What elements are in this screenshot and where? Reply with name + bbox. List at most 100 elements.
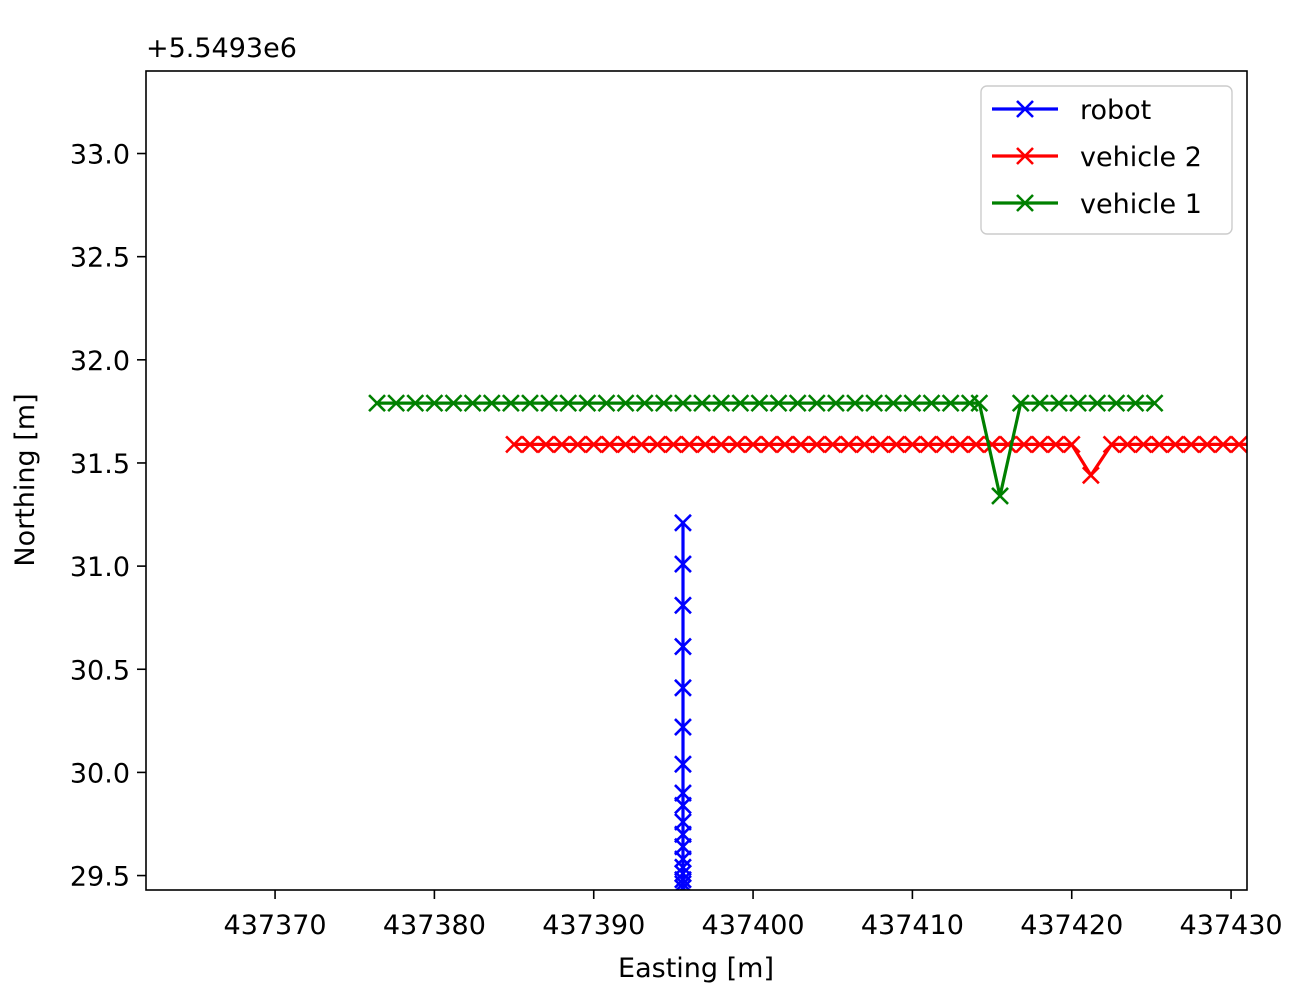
data-point-vehicle-1 xyxy=(559,394,578,413)
data-point-vehicle-2 xyxy=(807,435,826,454)
data-point-robot xyxy=(674,718,692,736)
data-point-vehicle-2 xyxy=(1230,435,1247,454)
data-point-vehicle-2 xyxy=(584,435,603,454)
data-point-vehicle-2 xyxy=(712,435,731,454)
data-point-vehicle-2 xyxy=(521,435,539,454)
data-point-vehicle-2 xyxy=(935,435,954,454)
data-point-vehicle-2 xyxy=(903,435,922,454)
y-tick-label: 31.5 xyxy=(70,449,130,480)
data-point-vehicle-1 xyxy=(1011,394,1030,413)
data-point-vehicle-1 xyxy=(941,394,960,413)
data-point-vehicle-1 xyxy=(1145,394,1164,413)
x-axis-label: Easting [m] xyxy=(618,953,774,984)
data-point-vehicle-2 xyxy=(871,435,890,454)
data-point-vehicle-1 xyxy=(788,394,807,413)
data-point-vehicle-1 xyxy=(616,394,635,413)
data-point-vehicle-2 xyxy=(1118,435,1137,454)
data-point-robot xyxy=(674,596,692,615)
legend-marker-vehicle-1 xyxy=(1016,194,1034,212)
x-tick-label: 437410 xyxy=(861,910,964,941)
data-point-robot xyxy=(674,850,692,868)
data-point-vehicle-2 xyxy=(537,435,555,454)
data-point-vehicle-1 xyxy=(1088,394,1107,413)
data-point-vehicle-1 xyxy=(712,394,731,413)
data-point-vehicle-2 xyxy=(1166,435,1185,454)
data-point-vehicle-2 xyxy=(568,435,587,454)
legend-marker-robot xyxy=(1016,100,1034,118)
x-tick-label: 437390 xyxy=(542,910,645,941)
data-point-vehicle-1 xyxy=(597,394,616,413)
data-point-vehicle-1 xyxy=(635,394,654,413)
data-point-vehicle-2 xyxy=(616,435,635,454)
data-point-robot xyxy=(674,755,692,774)
data-point-vehicle-2 xyxy=(1081,466,1100,485)
data-point-vehicle-2 xyxy=(951,435,970,454)
data-point-vehicle-1 xyxy=(521,394,539,413)
y-tick-label: 32.0 xyxy=(70,346,130,377)
data-point-vehicle-2 xyxy=(648,435,667,454)
legend-label-vehicle-2: vehicle 2 xyxy=(1080,142,1202,173)
series-line-vehicle-1 xyxy=(377,401,1155,498)
data-point-vehicle-2 xyxy=(728,435,747,454)
data-point-vehicle-2 xyxy=(1150,435,1169,454)
data-point-vehicle-2 xyxy=(967,435,986,454)
data-point-robot xyxy=(674,796,692,815)
data-point-vehicle-2 xyxy=(600,435,619,454)
y-offset-label: +5.5493e6 xyxy=(146,33,297,64)
legend-box xyxy=(980,85,1233,235)
data-point-vehicle-2 xyxy=(1102,435,1121,454)
data-point-robot xyxy=(674,678,692,697)
data-point-vehicle-1 xyxy=(750,394,769,413)
data-point-vehicle-2 xyxy=(505,435,523,454)
data-point-vehicle-1 xyxy=(884,394,903,413)
y-tick-label: 33.0 xyxy=(70,140,130,171)
data-point-vehicle-1 xyxy=(769,394,788,413)
x-axis-ticks: 437370 437380 437390 437400 437410 437420 4374… xyxy=(224,890,1283,941)
data-point-vehicle-1 xyxy=(368,394,386,413)
legend: robot vehicle 2 vehicle 1 xyxy=(980,85,1233,235)
data-point-vehicle-1 xyxy=(1030,394,1049,413)
data-point-vehicle-1 xyxy=(846,394,864,413)
data-point-vehicle-1 xyxy=(654,394,673,413)
data-point-vehicle-2 xyxy=(887,435,906,454)
legend-label-vehicle-1: vehicle 1 xyxy=(1080,189,1202,220)
data-point-vehicle-2 xyxy=(1030,435,1049,454)
data-point-vehicle-2 xyxy=(680,435,699,454)
data-point-vehicle-1 xyxy=(540,394,559,413)
data-point-robot xyxy=(674,870,692,889)
data-point-vehicle-1 xyxy=(425,394,444,413)
data-point-vehicle-2 xyxy=(744,435,762,454)
y-axis-ticks: 29.5 30.0 30.5 31.0 31.5 32.0 32.5 33.0 xyxy=(70,140,146,893)
data-point-vehicle-2 xyxy=(1015,435,1033,454)
y-tick-label: 31.0 xyxy=(70,552,130,583)
data-point-vehicle-1 xyxy=(406,394,425,413)
data-point-vehicle-1 xyxy=(1050,394,1068,413)
data-point-vehicle-2 xyxy=(1046,435,1065,454)
y-tick-label: 29.5 xyxy=(70,862,130,893)
y-tick-label: 30.5 xyxy=(70,655,130,686)
legend-marker-vehicle-2 xyxy=(1016,147,1034,165)
x-tick-label: 437400 xyxy=(702,910,805,941)
data-point-vehicle-1 xyxy=(1107,394,1126,413)
data-point-vehicle-2 xyxy=(696,435,715,454)
data-point-vehicle-1 xyxy=(578,394,597,413)
data-point-vehicle-2 xyxy=(823,435,842,454)
data-point-vehicle-2 xyxy=(1182,435,1201,454)
data-point-vehicle-1 xyxy=(903,394,922,413)
data-point-vehicle-1 xyxy=(463,394,482,413)
data-point-vehicle-2 xyxy=(919,435,938,454)
x-tick-label: 437380 xyxy=(383,910,486,941)
data-point-vehicle-1 xyxy=(731,394,750,413)
data-point-vehicle-2 xyxy=(552,435,571,454)
data-point-vehicle-2 xyxy=(632,435,651,454)
data-point-vehicle-2 xyxy=(1062,435,1081,454)
data-point-robot xyxy=(674,555,692,573)
data-point-vehicle-2 xyxy=(664,435,683,454)
plot-frame xyxy=(145,70,1248,891)
x-tick-label: 437430 xyxy=(1180,910,1283,941)
x-tick-label: 437370 xyxy=(224,910,327,941)
data-point-vehicle-1 xyxy=(444,394,463,413)
data-point-vehicle-2 xyxy=(839,435,858,454)
